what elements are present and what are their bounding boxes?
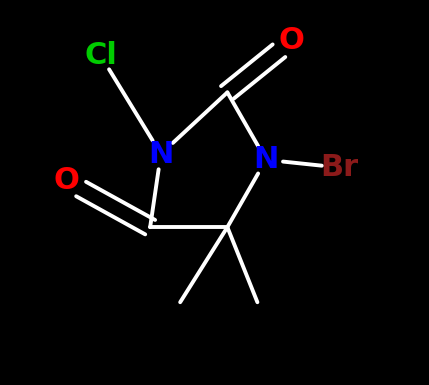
Text: O: O [279, 26, 305, 55]
Text: N: N [148, 139, 174, 169]
Text: Br: Br [320, 153, 358, 182]
Text: Cl: Cl [85, 41, 117, 70]
Text: N: N [253, 145, 279, 174]
Text: O: O [54, 166, 79, 196]
